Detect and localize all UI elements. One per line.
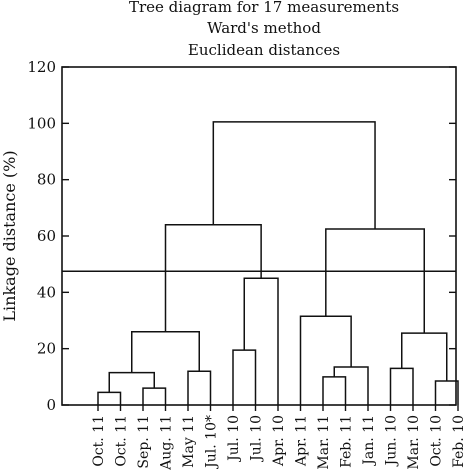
leaf-label: Feb. 11 (339, 415, 355, 468)
dendrogram-link (333, 366, 369, 405)
leaf-label: Jun. 10 (384, 415, 400, 467)
leaf-label: May 11 (181, 415, 197, 468)
leaf-label: Jul. 10 (249, 415, 265, 463)
dendrogram-link (322, 376, 347, 405)
dendrogram-link (108, 371, 155, 393)
leaf-label: Aug. 11 (159, 415, 175, 471)
dendrogram-link (232, 349, 257, 405)
y-axis-label: Linkage distance (%) (0, 150, 19, 321)
y-tick-label: 20 (37, 340, 56, 358)
leaf-label: Oct. 11 (91, 415, 107, 467)
leaf-label: Apr. 11 (294, 415, 310, 467)
chart-title: Tree diagram for 17 measurements Ward's … (129, 0, 399, 59)
dendrogram-link (212, 121, 376, 229)
plot-frame (61, 66, 457, 406)
leaf-label: Feb. 10 (451, 415, 467, 468)
dendrogram-link (97, 391, 122, 405)
dendrogram-link (142, 387, 167, 405)
dendrogram-link (187, 370, 212, 405)
leaf-label: Apr. 10 (271, 415, 287, 467)
plot-area: 0 20 40 60 80 100 120 Oct. 11 Oct. 11 Sep. 11 Aug.… (27, 58, 467, 471)
dendrogram-link (389, 367, 414, 405)
dendrogram-link (401, 332, 448, 382)
leaf-label: Jan. 11 (361, 415, 377, 467)
y-tick-label: 120 (27, 58, 56, 76)
y-tick-label: 0 (46, 396, 56, 414)
y-tick-label: 40 (37, 283, 56, 301)
dendrogram-link (325, 228, 425, 334)
leaf-label: Jul. 10* (204, 415, 220, 470)
title-line-1: Tree diagram for 17 measurements (129, 0, 399, 16)
leaf-label: Mar. 10 (406, 415, 422, 470)
leaf-label: Oct. 10 (429, 415, 445, 467)
leaf-label: Mar. 11 (316, 415, 332, 470)
title-line-3: Euclidean distances (188, 41, 340, 59)
dendrogram-link (299, 315, 352, 405)
leaf-label: Jul. 10 (226, 415, 242, 463)
y-tick-label: 60 (37, 227, 56, 245)
leaf-label: Oct. 11 (114, 415, 130, 467)
title-line-2: Ward's method (207, 19, 321, 37)
dendrogram-link (434, 380, 459, 405)
y-tick-label: 100 (27, 114, 56, 132)
leaf-label: Sep. 11 (136, 415, 152, 469)
y-tick-label: 80 (37, 171, 56, 189)
dendrogram-link (243, 277, 279, 405)
dendrogram-link (131, 331, 200, 373)
